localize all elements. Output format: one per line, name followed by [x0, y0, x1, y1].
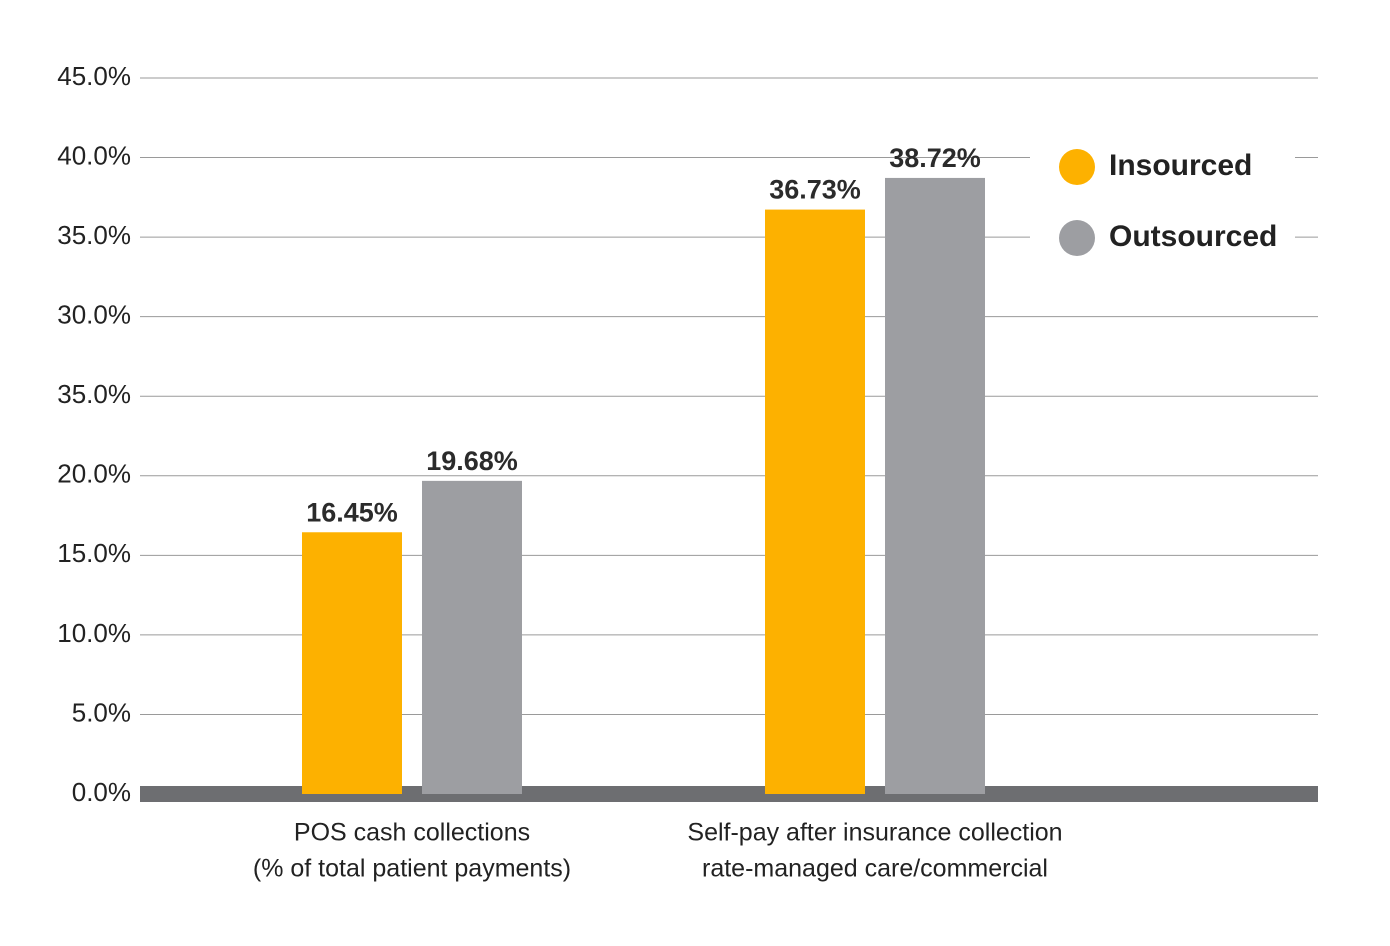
value-label: 36.73%	[769, 175, 861, 205]
legend-swatch	[1059, 220, 1095, 256]
value-label: 19.68%	[426, 446, 518, 476]
bar	[422, 480, 522, 794]
bar	[765, 209, 865, 794]
y-tick-label: 15.0%	[57, 538, 131, 568]
legend-label: Insourced	[1109, 149, 1252, 182]
value-label: 38.72%	[889, 143, 981, 173]
bar	[885, 177, 985, 795]
y-tick-label: 10.0%	[57, 618, 131, 648]
bar	[302, 532, 402, 794]
y-tick-label: 45.0%	[57, 61, 131, 91]
y-tick-label: 40.0%	[57, 140, 131, 170]
y-tick-label: 30.0%	[57, 300, 131, 330]
y-tick-label: 0.0%	[72, 777, 131, 807]
y-tick-label: 35.0%	[57, 220, 131, 250]
x-tick-label: Self-pay after insurance collection	[687, 819, 1062, 847]
y-tick-label: 20.0%	[57, 459, 131, 489]
x-tick-label: (% of total patient payments)	[253, 855, 571, 883]
x-tick-label: POS cash collections	[294, 819, 530, 847]
legend-label: Outsourced	[1109, 220, 1277, 253]
x-tick-label: rate-managed care/commercial	[702, 855, 1048, 883]
legend-swatch	[1059, 149, 1095, 185]
value-label: 16.45%	[306, 497, 398, 527]
y-tick-label: 5.0%	[72, 697, 131, 727]
y-tick-label: 35.0%	[57, 379, 131, 409]
